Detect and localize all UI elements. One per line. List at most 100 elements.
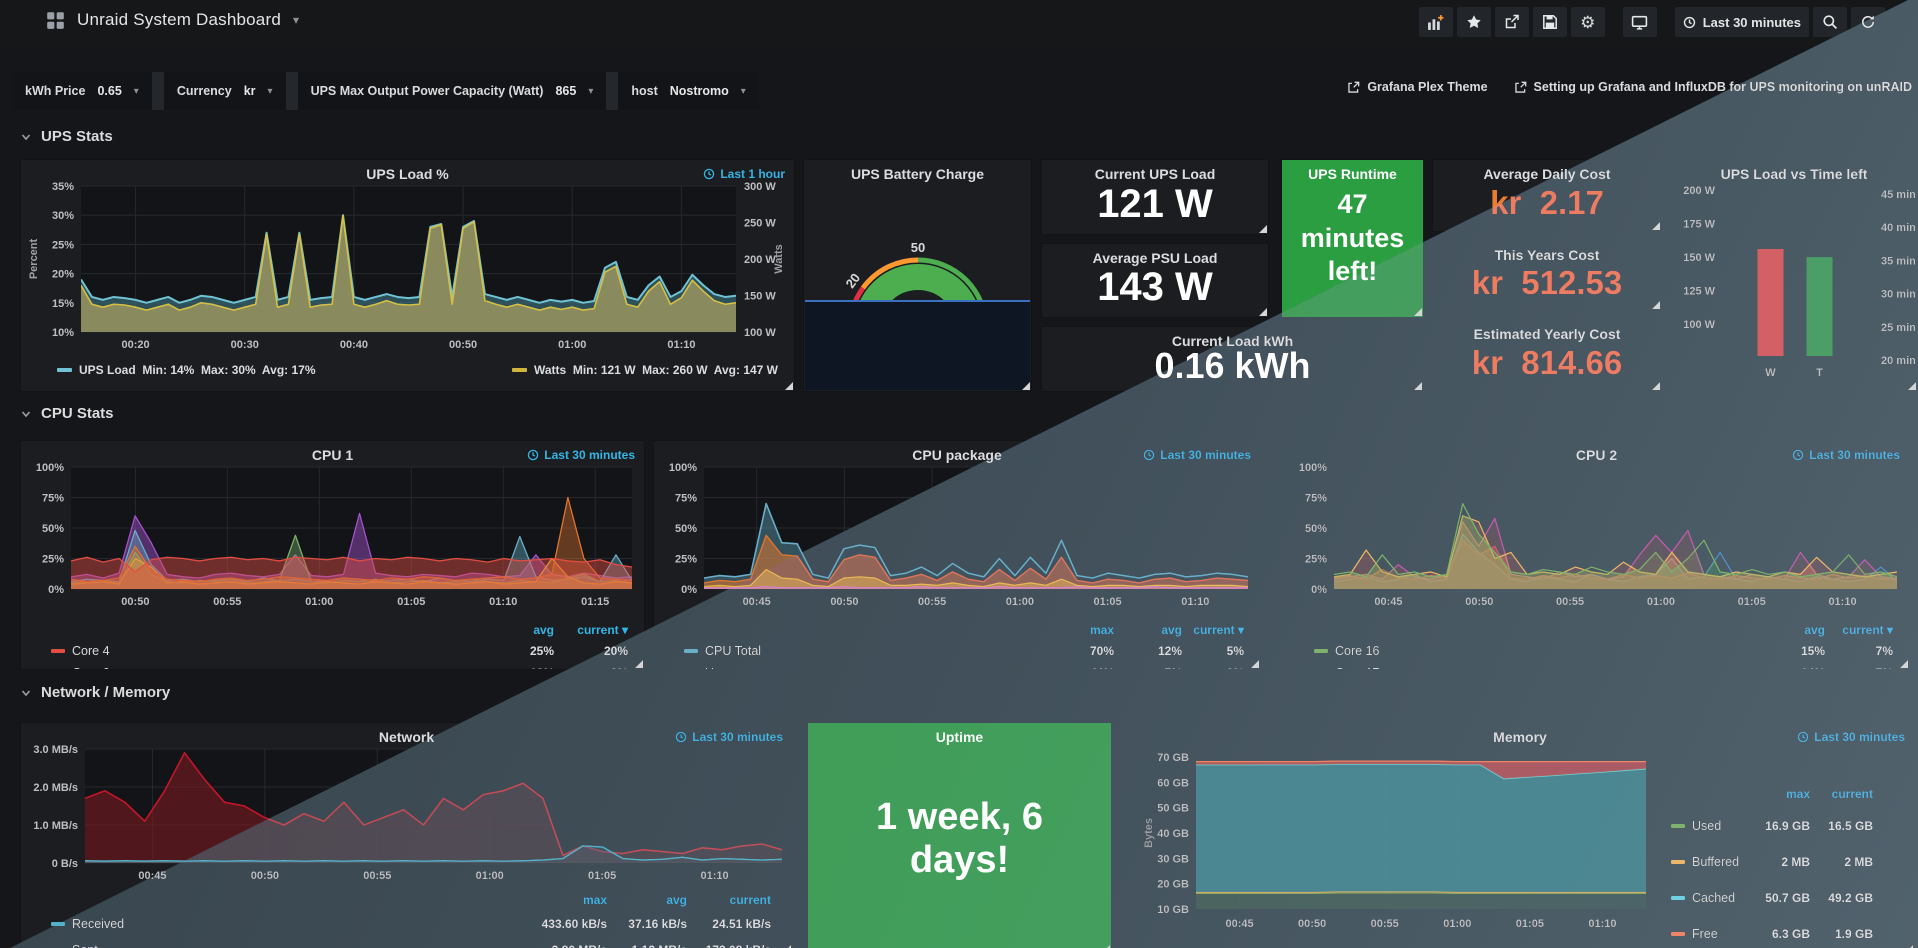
panel-time-override: Last 30 minutes xyxy=(675,730,783,744)
panel-resize-handle[interactable] xyxy=(1414,308,1422,316)
variable-currency[interactable]: Currency kr ▾ xyxy=(163,72,286,110)
y-axis-tick: 15% xyxy=(52,298,74,310)
legend-sort-max[interactable]: max xyxy=(582,893,607,907)
panel-resize-handle[interactable] xyxy=(1900,660,1908,668)
panel-title[interactable]: Current Load kWh xyxy=(1171,333,1294,349)
panel-title[interactable]: UPS Battery Charge xyxy=(850,166,985,182)
legend-sort-max[interactable]: max xyxy=(1785,787,1810,801)
panel-title[interactable]: Current UPS Load xyxy=(1094,166,1216,182)
variable-host[interactable]: host Nostromo ▾ xyxy=(618,72,759,110)
legend-value: 12% xyxy=(1157,644,1182,658)
section-cpu-stats[interactable]: CPU Stats xyxy=(20,405,114,422)
legend-sort-max[interactable]: max xyxy=(1089,623,1114,637)
ups-load-chart[interactable]: 00:20 00:30 00:40 00:50 01:00 01:10 35% 30% 25% 2… xyxy=(21,160,795,392)
save-button[interactable] xyxy=(1532,7,1567,37)
legend-series-used[interactable]: Used xyxy=(1671,819,1721,833)
legend-series-free[interactable]: Free xyxy=(1671,927,1718,941)
legend-sort-avg[interactable]: avg xyxy=(533,623,554,637)
panel-title[interactable]: Average PSU Load xyxy=(1092,250,1218,266)
x-axis-tick: 00:30 xyxy=(231,339,259,351)
variable-kwh-price[interactable]: kWh Price 0.65 ▾ xyxy=(12,72,152,110)
zoom-out-button[interactable] xyxy=(1813,7,1847,37)
legend-sort-avg[interactable]: avg xyxy=(666,893,687,907)
settings-button[interactable]: ⚙ xyxy=(1570,7,1605,37)
x-axis-tick: 00:50 xyxy=(1298,918,1326,930)
legend-series-sent[interactable]: Sent xyxy=(51,943,98,948)
legend-sort-current[interactable]: current ▾ xyxy=(577,623,628,637)
panel-title[interactable]: UPS Load % xyxy=(366,166,449,182)
legend-series-core-17[interactable]: Core 17 xyxy=(1314,666,1379,669)
panel-resize-handle[interactable] xyxy=(1652,301,1660,309)
panel-title[interactable]: Memory xyxy=(1493,729,1547,745)
link-grafana-plex-theme[interactable]: Grafana Plex Theme xyxy=(1347,80,1488,94)
network-chart[interactable]: 00:45 00:50 00:55 01:00 01:05 01:10 3.0 MB/s 2.… xyxy=(21,723,793,948)
cycle-view-button[interactable] xyxy=(1622,7,1657,37)
right-axis-tick: 40 min xyxy=(1881,222,1916,234)
panel-resize-handle[interactable] xyxy=(785,382,793,390)
left-axis-tick: 200 W xyxy=(1683,185,1715,197)
panel-title[interactable]: Average Daily Cost xyxy=(1483,166,1611,182)
dashboard-title-caret-icon[interactable]: ▾ xyxy=(292,13,299,27)
legend-series-received[interactable]: Received xyxy=(51,917,124,931)
star-button[interactable] xyxy=(1456,7,1491,37)
legend-color-swatch xyxy=(511,368,527,372)
panel-title[interactable]: This Years Cost xyxy=(1494,247,1600,263)
section-network-memory[interactable]: Network / Memory xyxy=(20,684,170,701)
panel-resize-handle[interactable] xyxy=(1022,382,1030,390)
variable-value-dropdown[interactable]: 0.65 xyxy=(97,84,122,98)
share-button[interactable] xyxy=(1494,7,1529,37)
legend-series-cpu-total[interactable]: CPU Total xyxy=(684,644,761,658)
panel-title[interactable]: Uptime xyxy=(935,729,984,745)
link-ups-monitoring-guide[interactable]: Setting up Grafana and InfluxDB for UPS … xyxy=(1514,80,1912,94)
legend-sort-avg[interactable]: avg xyxy=(1161,623,1182,637)
y-axis-tick: 50% xyxy=(675,523,697,535)
x-axis-tick: 01:00 xyxy=(305,596,333,608)
y-axis-tick: 40 GB xyxy=(1157,828,1189,840)
panel-resize-handle[interactable] xyxy=(1652,382,1660,390)
panel-title[interactable]: Estimated Yearly Cost xyxy=(1473,326,1621,342)
legend-sort-current[interactable]: current ▾ xyxy=(1842,623,1893,637)
x-axis-tick: 00:55 xyxy=(918,596,946,608)
legend-value: 433.60 kB/s xyxy=(541,917,607,931)
add-panel-button[interactable] xyxy=(1418,7,1453,37)
legend-sort-current[interactable]: current xyxy=(1831,787,1873,801)
panel-resize-handle[interactable] xyxy=(1908,382,1916,390)
panel-ups-runtime: UPS Runtime 47 minutes left! xyxy=(1281,159,1424,318)
legend-series-cached[interactable]: Cached xyxy=(1671,891,1735,905)
legend-value: 1.9 GB xyxy=(1834,927,1873,941)
ups-load-vs-time-chart[interactable]: 200 W 175 W 150 W 125 W 100 W 45 min 40 min 35 … xyxy=(1671,160,1918,392)
variable-value-dropdown[interactable]: 865 xyxy=(555,84,577,98)
memory-chart[interactable]: 00:45 00:50 00:55 01:00 01:05 01:10 70 GB 60 GB… xyxy=(1126,723,1915,948)
panel-resize-handle[interactable] xyxy=(1414,382,1422,390)
variable-ups-max-output-power-capacity-watt[interactable]: UPS Max Output Power Capacity (Watt) 865 ▾ xyxy=(297,72,607,110)
panel-resize-handle[interactable] xyxy=(635,660,643,668)
time-range-picker[interactable]: Last 30 minutes xyxy=(1674,7,1809,37)
y-axis-tick: 0% xyxy=(1311,584,1327,596)
legend-series-ups-load[interactable]: UPS Load Min: 14% Max: 30% Avg: 17% xyxy=(57,363,316,377)
legend-series-user[interactable]: User xyxy=(684,666,731,669)
legend-series-watts[interactable]: Watts Min: 121 W Max: 260 W Avg: 147 W xyxy=(511,363,778,377)
panel-title[interactable]: UPS Load vs Time left xyxy=(1720,166,1868,182)
legend-series-core-16[interactable]: Core 16 xyxy=(1314,644,1379,658)
stat-value: kr 2.17 xyxy=(1490,183,1604,221)
section-ups-stats[interactable]: UPS Stats xyxy=(20,128,113,145)
legend-series-buffered[interactable]: Buffered xyxy=(1671,855,1739,869)
variable-label: host xyxy=(631,84,658,98)
legend-color-swatch xyxy=(51,649,65,653)
legend-sort-current[interactable]: current xyxy=(729,893,771,907)
legend-color-swatch xyxy=(1671,932,1685,936)
variable-value-dropdown[interactable]: kr xyxy=(243,84,256,98)
dashboard-title[interactable]: Unraid System Dashboard xyxy=(77,10,281,29)
panel-resize-handle[interactable] xyxy=(1251,660,1259,668)
legend-sort-avg[interactable]: avg xyxy=(1804,623,1825,637)
legend-series-core-4[interactable]: Core 4 xyxy=(51,644,110,658)
panel-resize-handle[interactable] xyxy=(1259,225,1267,233)
legend-sort-current[interactable]: current ▾ xyxy=(1193,623,1244,637)
panel-title[interactable]: UPS Runtime xyxy=(1308,166,1397,182)
variable-value-dropdown[interactable]: Nostromo xyxy=(669,84,729,98)
apps-grid-icon[interactable] xyxy=(46,11,65,30)
legend-series-core-6[interactable]: Core 6 xyxy=(51,666,110,669)
refresh-button[interactable] xyxy=(1851,7,1885,37)
panel-resize-handle[interactable] xyxy=(1259,308,1267,316)
panel-resize-handle[interactable] xyxy=(1652,222,1660,230)
